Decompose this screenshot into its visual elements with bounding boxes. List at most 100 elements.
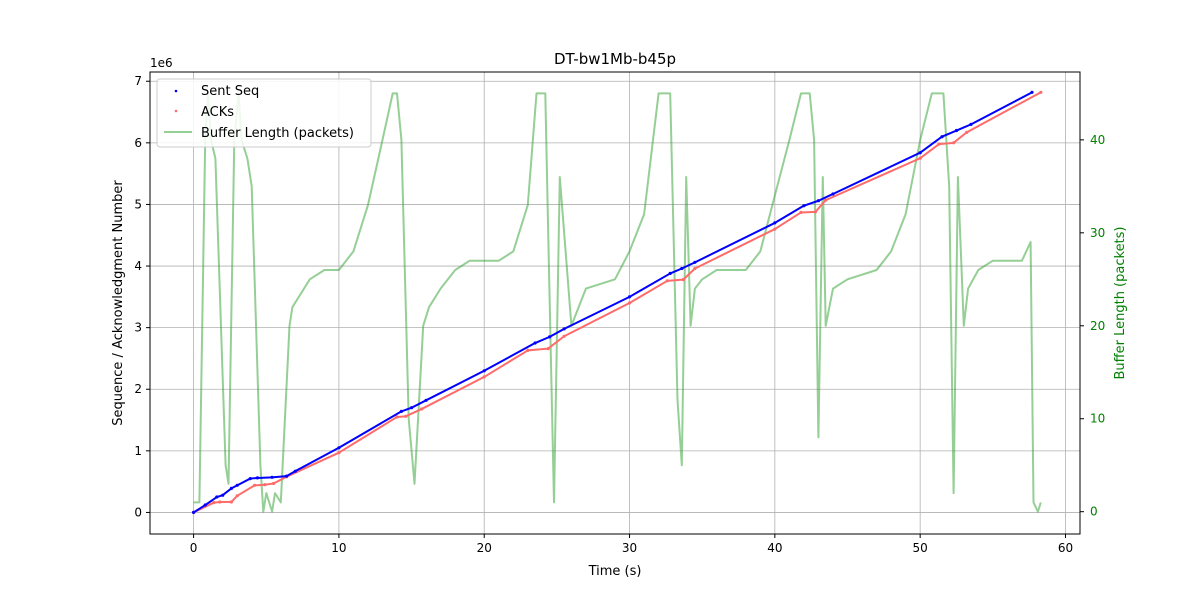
sent-seq-segment <box>216 494 223 498</box>
acks-segment <box>230 495 238 503</box>
sent-seq-segment <box>832 151 921 195</box>
y2-tick-label: 0 <box>1090 505 1098 519</box>
y-tick-label: 2 <box>134 382 142 396</box>
y-tick-label: 1 <box>134 444 142 458</box>
sent-seq-segment <box>286 470 296 477</box>
sent-seq-segment <box>970 91 1033 126</box>
sent-seq-segment <box>549 327 565 338</box>
x-tick-label: 30 <box>622 541 637 555</box>
x-axis: 0 10 20 30 40 50 60 <box>190 534 1073 555</box>
x-tick-label: 40 <box>767 541 782 555</box>
grid <box>150 72 1080 534</box>
sent-seq-segment <box>629 272 671 298</box>
sent-seq-segment <box>956 123 972 132</box>
sent-seq-segment <box>563 295 630 330</box>
acks-segment <box>254 483 265 487</box>
acks-segment <box>264 482 274 486</box>
legend-acks-marker <box>174 109 178 113</box>
sent-seq-segment <box>941 129 957 138</box>
acks-segment <box>667 278 684 282</box>
x-tick-label: 60 <box>1058 541 1073 555</box>
sent-seq-segment <box>425 369 485 402</box>
sent-seq-segment <box>919 135 943 154</box>
acks-segment <box>800 210 816 214</box>
sent-seq-segment <box>681 261 696 270</box>
acks-segment <box>629 279 668 304</box>
sent-seq-segment <box>250 476 258 480</box>
sent-seq-segment <box>230 484 238 490</box>
acks-segment <box>814 199 827 213</box>
sent-seq-segment <box>294 446 340 473</box>
y-tick-label: 7 <box>134 74 142 88</box>
y-axis-left: 0 1 2 3 4 5 6 7 <box>134 74 150 519</box>
sent-seq-segment <box>803 199 819 207</box>
y-axis-label: Sequence / Acknowledgment Number <box>111 180 126 426</box>
acks-series-layer <box>192 90 1043 514</box>
sent-seq-segment <box>222 487 232 496</box>
sent-series-layer <box>192 90 1034 514</box>
y-offset-label: 1e6 <box>150 56 173 70</box>
acks-segment <box>825 157 921 202</box>
sent-seq-segment <box>483 342 536 372</box>
acks-segment <box>547 335 565 350</box>
legend-acks-label: ACKs <box>201 105 234 120</box>
x-tick-label: 20 <box>477 541 492 555</box>
acks-segment <box>527 347 549 352</box>
x-tick-label: 0 <box>190 541 198 555</box>
acks-segment <box>483 349 529 378</box>
y-tick-label: 6 <box>134 136 142 150</box>
sent-seq-segment <box>818 193 834 202</box>
y2-tick-label: 20 <box>1090 319 1105 333</box>
sent-seq-segment <box>669 267 683 275</box>
plot-frame <box>149 71 1081 535</box>
y-tick-label: 0 <box>134 505 142 519</box>
acks-segment <box>938 141 954 146</box>
y-axis-right: 0 10 20 30 40 <box>1080 133 1105 519</box>
sent-seq-segment <box>193 504 206 514</box>
x-axis-label: Time (s) <box>588 564 642 579</box>
sent-seq-segment <box>236 477 251 487</box>
acks-segment <box>919 143 940 160</box>
y-tick-label: 3 <box>134 321 142 335</box>
acks-segment <box>405 408 423 418</box>
acks-segment <box>286 451 340 478</box>
y2-tick-label: 40 <box>1090 133 1105 147</box>
sent-seq-segment <box>774 204 805 224</box>
sent-seq-segment <box>401 406 412 413</box>
sent-seq-segment <box>204 496 218 506</box>
acks-segment <box>952 131 968 144</box>
sent-seq-segment <box>338 410 402 449</box>
y2-tick-label: 30 <box>1090 226 1105 240</box>
x-tick-label: 50 <box>913 541 928 555</box>
legend-sent-label: Sent Seq <box>201 84 259 99</box>
sent-seq-segment <box>257 476 273 479</box>
y-tick-label: 5 <box>134 197 142 211</box>
buffer-length-line <box>193 92 1042 513</box>
acks-segment <box>236 484 256 497</box>
acks-segment <box>682 267 696 281</box>
legend-sent-marker <box>174 89 178 93</box>
sent-seq-segment <box>411 399 427 409</box>
buffer-series-layer <box>193 92 1042 513</box>
y2-axis-label: Buffer Length (packets) <box>1113 226 1128 379</box>
legend: Sent Seq ACKs Buffer Length (packets) <box>156 78 372 148</box>
x-tick-label: 10 <box>331 541 346 555</box>
legend-buffer-label: Buffer Length (packets) <box>201 126 354 141</box>
y-tick-label: 4 <box>134 259 142 273</box>
acks-segment <box>213 500 220 504</box>
acks-segment <box>563 302 630 338</box>
chart-title: DT-bw1Mb-b45p <box>554 50 676 68</box>
y2-tick-label: 10 <box>1090 412 1105 426</box>
acks-segment <box>694 228 776 270</box>
acks-segment <box>396 415 406 418</box>
acks-segment <box>338 416 398 454</box>
acks-segment <box>273 475 288 485</box>
sent-seq-segment <box>271 475 287 479</box>
legend-box <box>156 78 372 148</box>
sent-seq-segment <box>694 222 776 264</box>
acks-segment <box>966 91 1042 134</box>
acks-segment <box>774 211 802 230</box>
sent-seq-segment <box>534 335 550 344</box>
acks-segment <box>421 376 485 410</box>
